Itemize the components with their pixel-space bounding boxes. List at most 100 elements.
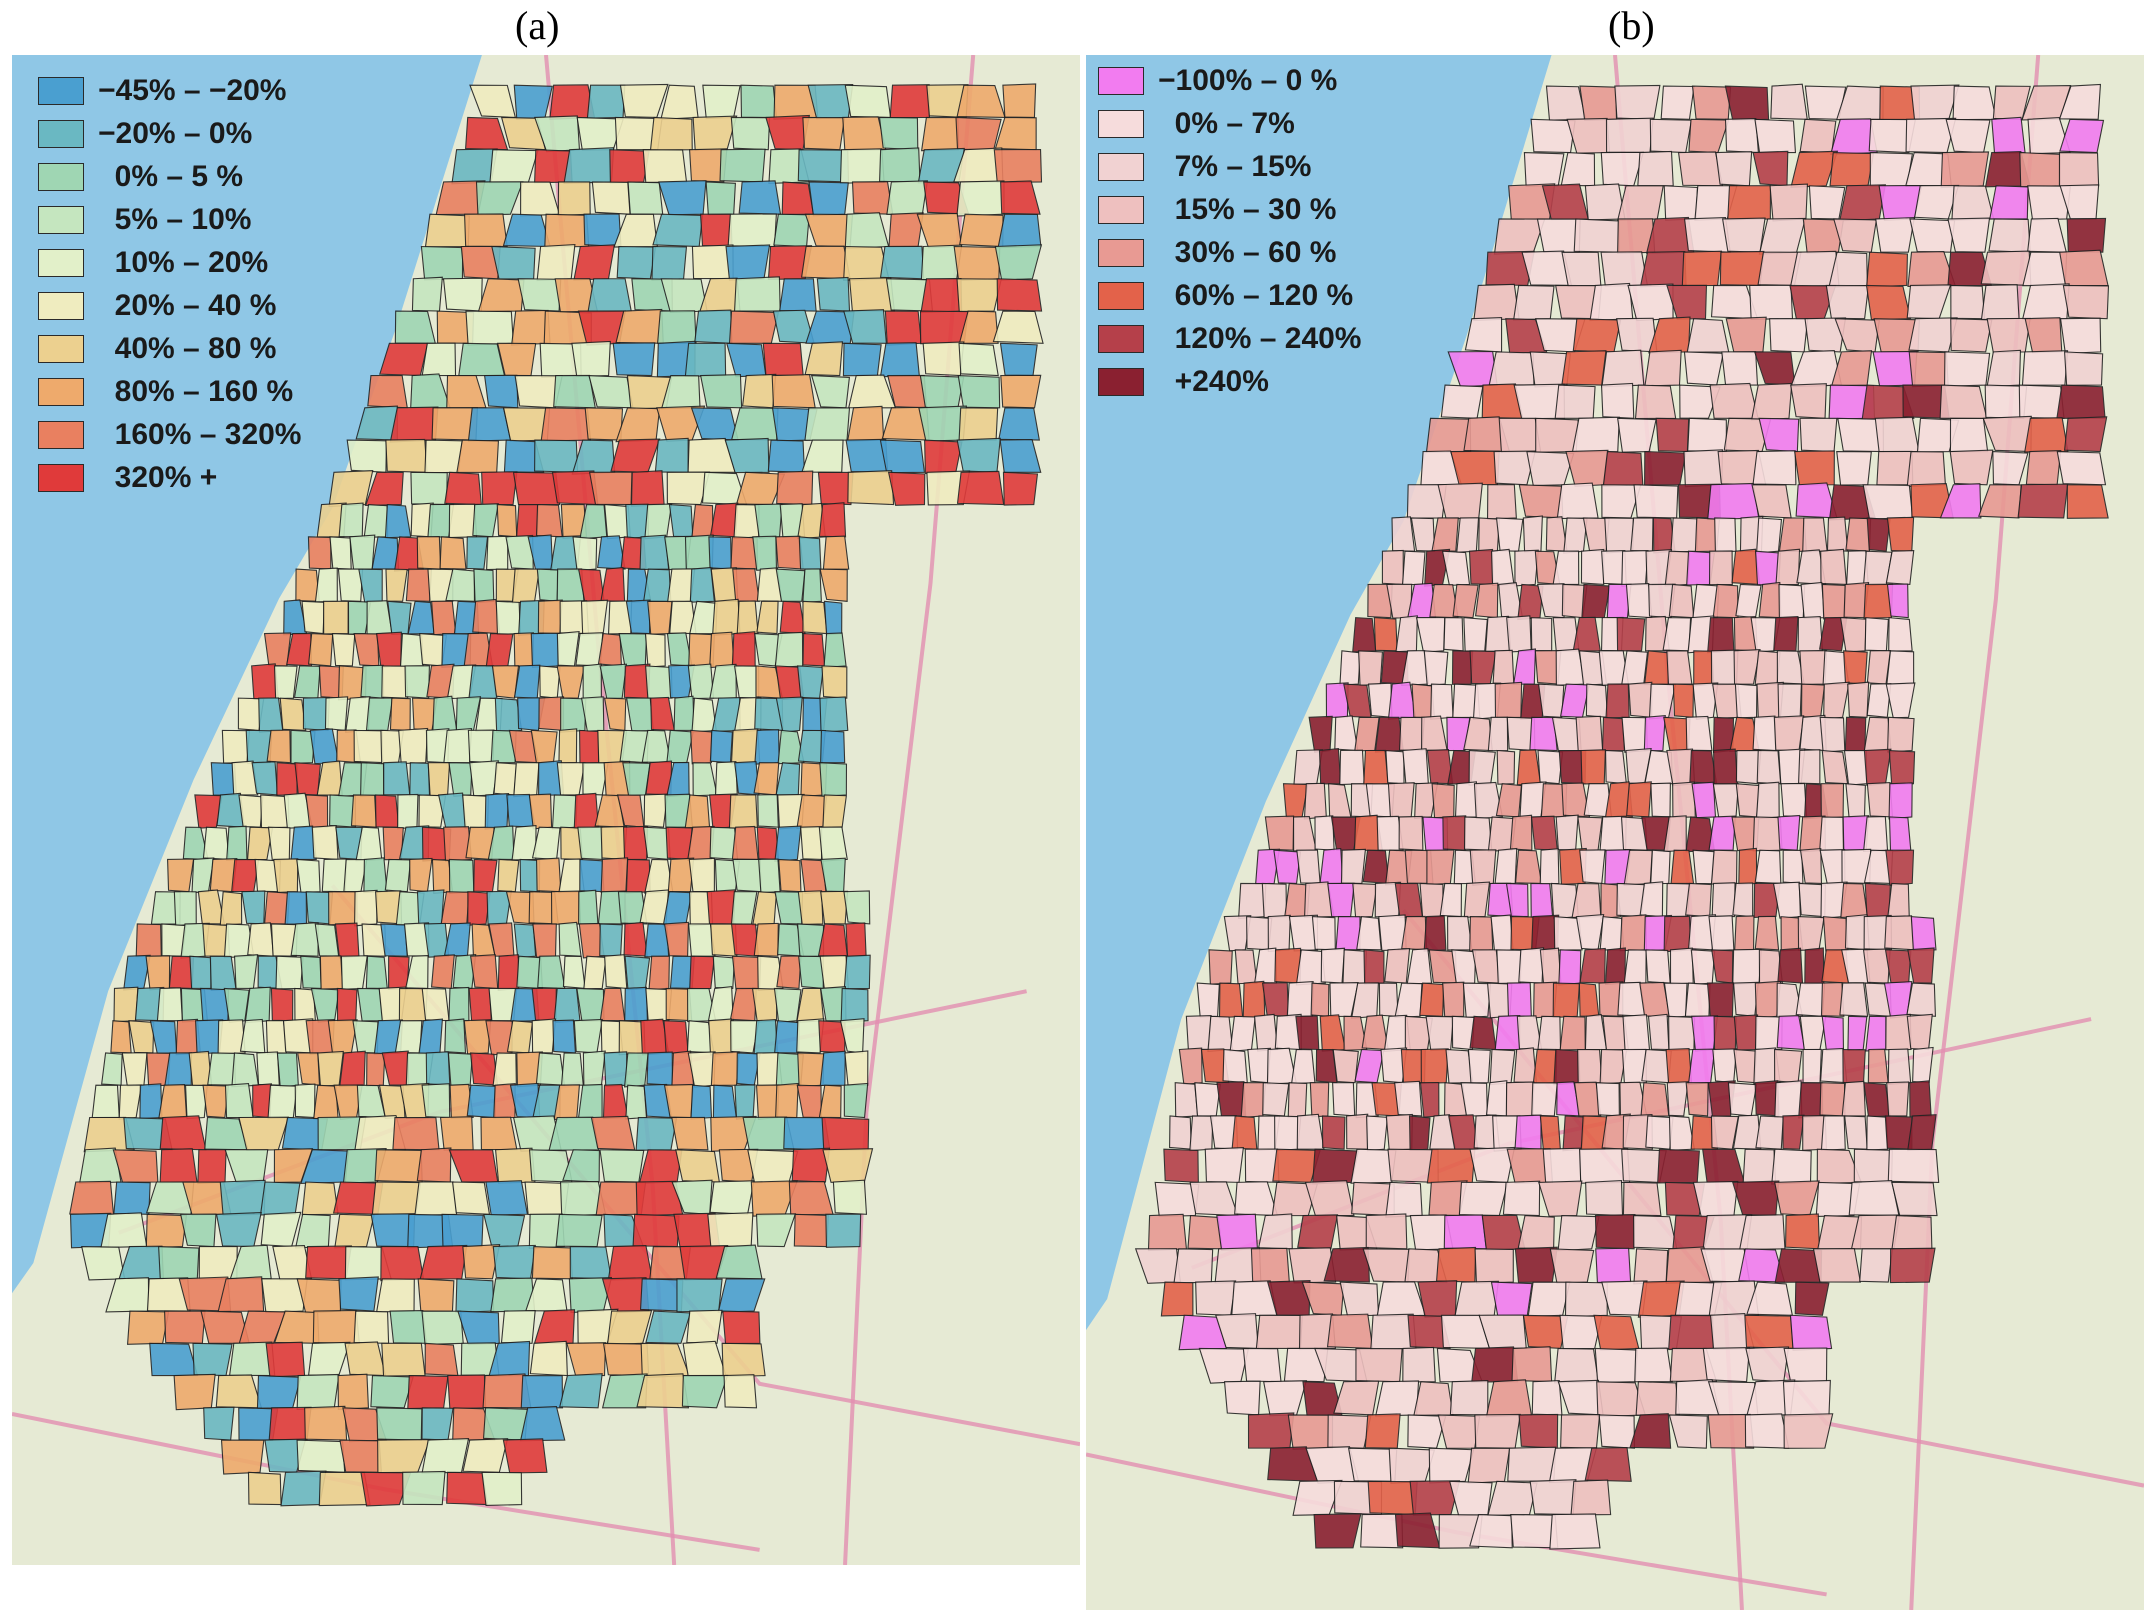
district-polygon [646,1051,673,1086]
district-polygon [1947,217,1991,253]
district-polygon [537,955,566,990]
district-polygon [1732,882,1754,918]
district-polygon [1384,947,1411,984]
district-polygon [539,665,561,699]
district-polygon [301,1181,339,1216]
district-polygon [1950,318,1993,353]
district-polygon [839,148,885,184]
legend-label: 7% – 15% [1158,149,1312,183]
district-polygon [329,536,352,570]
district-polygon [442,277,483,312]
district-polygon [1473,781,1504,820]
district-polygon [231,858,260,893]
district-polygon [1231,1115,1258,1150]
district-polygon [1431,517,1459,552]
district-polygon [1532,1048,1558,1085]
district-polygon [536,243,576,282]
district-polygon [1685,1081,1709,1117]
legend-label: 20% – 40 % [98,288,277,322]
district-polygon [644,503,673,540]
district-polygon [957,374,1001,409]
district-polygon [586,84,626,119]
district-polygon [1335,916,1361,951]
district-polygon [472,598,501,635]
district-polygon [1600,382,1635,419]
district-polygon [1449,1379,1489,1416]
district-polygon [486,535,509,571]
district-polygon [251,761,279,796]
district-polygon [1782,1114,1805,1150]
district-polygon [712,1084,737,1119]
district-polygon [1708,550,1733,586]
district-polygon [1888,617,1913,652]
district-polygon [2019,151,2061,188]
district-polygon [920,277,963,314]
district-polygon [402,1470,446,1506]
district-polygon [1733,981,1759,1017]
district-polygon [158,1245,200,1280]
district-polygon [304,1405,348,1441]
district-polygon [1562,1115,1585,1152]
district-polygon [1601,349,1645,388]
district-polygon [1545,85,1587,121]
district-polygon [727,213,777,248]
district-polygon [1442,981,1465,1018]
district-polygon [1784,1213,1820,1250]
legend-item: −45% – −20% [38,69,301,112]
district-polygon [407,1374,449,1410]
district-polygon [1605,117,1654,154]
district-polygon [1650,849,1671,885]
district-polygon [699,373,743,409]
district-polygon [1745,1346,1790,1383]
district-polygon [1463,881,1491,918]
district-polygon [1708,815,1736,851]
district-polygon [796,794,828,829]
district-polygon [1594,1214,1636,1250]
district-polygon [1494,681,1523,719]
district-polygon [1594,1347,1638,1384]
district-polygon [534,439,579,473]
district-polygon [321,858,347,893]
district-polygon [1446,716,1471,752]
district-polygon [1891,1181,1938,1217]
district-polygon [616,245,657,280]
district-polygon [192,1342,233,1377]
district-polygon [1980,250,2032,286]
district-polygon [273,665,298,700]
district-polygon [625,697,654,732]
district-polygon [583,213,622,248]
district-polygon [494,1147,536,1184]
district-polygon [1888,782,1913,820]
district-polygon [1683,351,1724,386]
district-polygon [424,439,463,474]
district-polygon [779,278,817,312]
sea-area [1086,55,1552,1331]
district-polygon [1693,650,1715,687]
district-polygon [1593,1314,1640,1351]
district-polygon [639,534,670,571]
district-polygon [1844,716,1867,752]
district-polygon [1580,548,1605,585]
district-polygon [709,729,733,764]
district-polygon [352,1020,379,1054]
district-polygon [375,631,402,668]
district-polygon [1458,1181,1509,1217]
district-polygon [430,954,455,990]
district-polygon [1733,1048,1757,1084]
district-polygon [305,1245,352,1280]
district-polygon [1869,151,1914,187]
district-polygon [145,955,171,991]
district-polygon [622,825,649,861]
district-polygon [1769,318,1809,353]
district-polygon [1454,781,1478,818]
district-polygon [1463,617,1488,652]
district-polygon [1980,284,2020,321]
district-polygon [516,504,539,538]
district-polygon [1514,1114,1542,1150]
district-polygon [444,1018,467,1054]
district-polygon [1798,1082,1824,1119]
district-polygon [1819,816,1844,852]
district-polygon [797,1052,825,1088]
district-polygon [734,1084,756,1120]
district-polygon [1841,1080,1866,1117]
